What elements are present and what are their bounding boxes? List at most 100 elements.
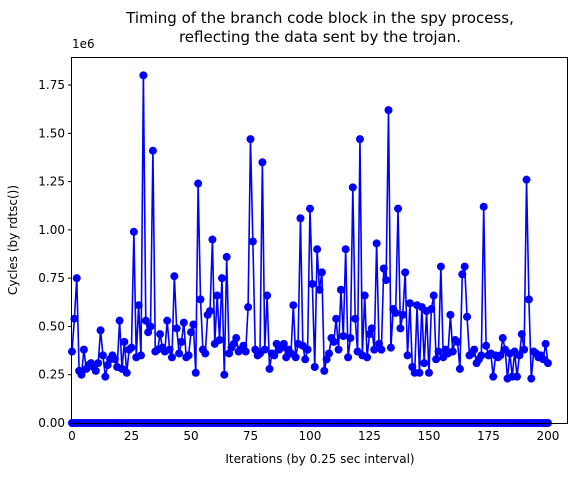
data-point <box>415 368 424 377</box>
data-point <box>70 314 79 323</box>
data-point <box>332 314 341 323</box>
data-point <box>344 353 353 362</box>
data-point <box>191 368 200 377</box>
data-point <box>184 351 193 360</box>
data-point <box>339 332 348 341</box>
data-point <box>146 322 155 331</box>
x-tick-label: 25 <box>124 429 139 443</box>
data-point <box>303 345 312 354</box>
y-tick-label: 1.50 <box>38 126 65 140</box>
data-point <box>379 264 388 273</box>
data-point <box>156 330 165 339</box>
data-point <box>372 239 381 248</box>
data-point <box>79 345 88 354</box>
data-point <box>179 318 188 327</box>
data-point <box>524 295 533 304</box>
data-point <box>222 252 231 261</box>
data-point <box>163 316 172 325</box>
data-point <box>424 368 433 377</box>
y-axis-label: Cycles (by rdtsc()) <box>6 185 20 295</box>
data-point <box>420 359 429 368</box>
data-point <box>334 345 343 354</box>
data-point <box>370 345 379 354</box>
x-tick-label: 75 <box>243 429 258 443</box>
data-point <box>432 355 441 364</box>
data-point <box>367 324 376 333</box>
data-point <box>177 337 186 346</box>
data-point <box>77 370 86 379</box>
y-tick-label: 0.50 <box>38 319 65 333</box>
x-tick-label: 0 <box>68 429 76 443</box>
data-point <box>329 337 338 346</box>
data-point <box>175 349 184 358</box>
data-point <box>458 270 467 279</box>
data-point <box>310 362 319 371</box>
data-point <box>232 334 241 343</box>
data-point <box>355 135 364 144</box>
data-point <box>463 312 472 321</box>
data-point <box>320 366 329 375</box>
data-point <box>258 158 267 167</box>
data-point <box>101 372 110 381</box>
data-point <box>341 245 350 254</box>
data-point <box>517 330 526 339</box>
data-point <box>134 301 143 310</box>
data-point <box>348 183 357 192</box>
data-point <box>127 343 136 352</box>
data-point <box>94 359 103 368</box>
axis-ticks: 0 25 50 75 100 125 150 175 200 0.00 0.25 0.50 0.75 1.… <box>38 78 559 443</box>
data-point <box>477 351 486 360</box>
data-point <box>470 345 479 354</box>
data-point <box>72 274 81 283</box>
data-point <box>346 334 355 343</box>
data-point <box>194 179 203 188</box>
data-point <box>129 227 138 236</box>
data-point <box>336 285 345 294</box>
y-tick-label: 1.25 <box>38 175 65 189</box>
data-point <box>515 351 524 360</box>
data-point <box>479 202 488 211</box>
y-tick-label: 1.00 <box>38 223 65 237</box>
data-point <box>301 355 310 364</box>
data-point <box>382 276 391 285</box>
data-point <box>206 306 215 315</box>
data-point <box>405 299 414 308</box>
data-point <box>317 268 326 277</box>
data-point <box>386 343 395 352</box>
data-point <box>246 135 255 144</box>
data-point <box>325 349 334 358</box>
data-point <box>377 345 386 354</box>
data-point <box>120 337 129 346</box>
data-point <box>139 71 148 80</box>
data-point <box>289 301 298 310</box>
data-point <box>541 339 550 348</box>
data-point <box>363 353 372 362</box>
data-point <box>543 359 552 368</box>
y-tick-label: 1.75 <box>38 78 65 92</box>
data-point <box>394 204 403 213</box>
data-point <box>186 328 195 337</box>
data-point <box>189 320 198 329</box>
data-point <box>396 324 405 333</box>
data-point <box>453 337 462 346</box>
data-point <box>91 366 100 375</box>
data-point <box>308 279 317 288</box>
x-tick-label: 200 <box>537 429 560 443</box>
data-point <box>482 341 491 350</box>
data-point <box>220 370 229 379</box>
data-point <box>248 237 257 246</box>
data-point <box>522 175 531 184</box>
data-point <box>260 345 269 354</box>
data-point <box>489 372 498 381</box>
x-tick-label: 175 <box>477 429 500 443</box>
y-tick-label: 0.25 <box>38 368 65 382</box>
data-point <box>520 345 529 354</box>
data-point <box>296 214 305 223</box>
data-point <box>315 285 324 294</box>
data-point <box>137 351 146 360</box>
data-point <box>291 353 300 362</box>
data-point <box>244 303 253 312</box>
